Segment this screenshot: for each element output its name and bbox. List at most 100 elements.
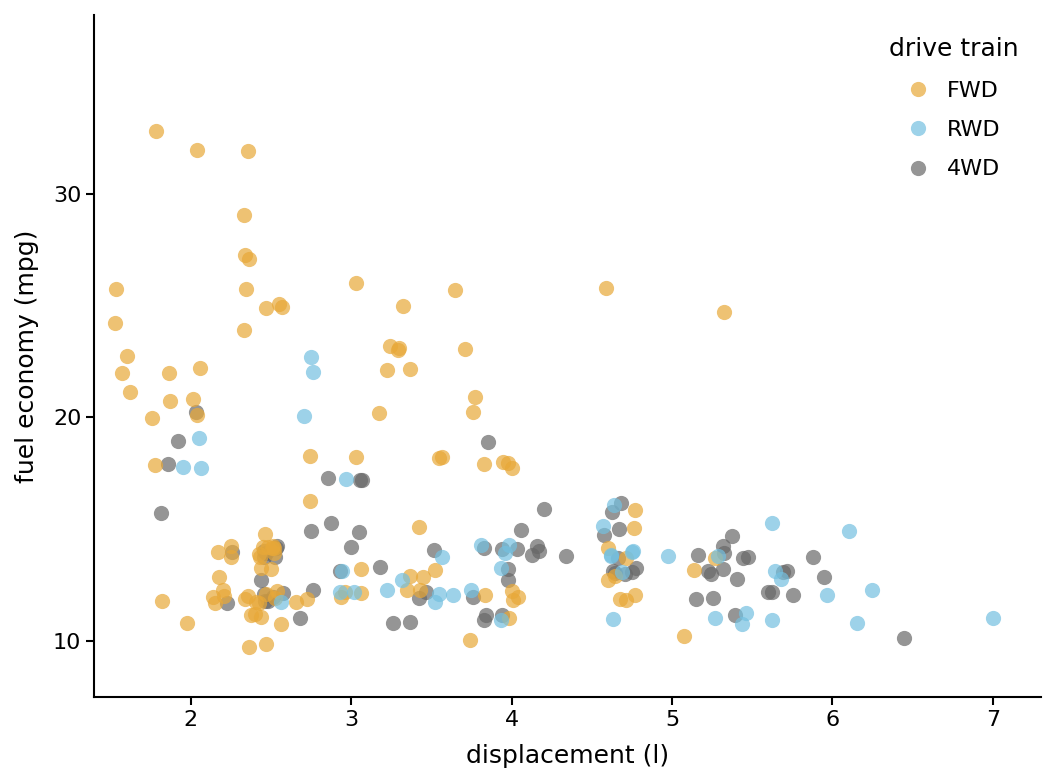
Point: [505, 594, 522, 606]
Point: [259, 540, 276, 553]
Point: [302, 525, 319, 537]
Point: [304, 584, 321, 597]
Point: [723, 529, 740, 542]
Point: [606, 569, 623, 582]
Point: [763, 586, 780, 599]
Point: [504, 461, 521, 474]
Point: [716, 305, 733, 318]
Point: [252, 561, 269, 574]
Point: [266, 550, 283, 563]
Point: [775, 566, 792, 579]
Point: [595, 520, 611, 532]
Point: [214, 584, 231, 597]
Point: [512, 524, 529, 536]
Point: [599, 542, 616, 554]
Point: [334, 565, 351, 577]
Point: [816, 571, 833, 583]
Point: [596, 529, 612, 541]
Point: [524, 549, 541, 561]
Point: [558, 550, 574, 562]
Point: [190, 431, 207, 444]
Point: [625, 545, 642, 557]
Y-axis label: fuel economy (mpg): fuel economy (mpg): [15, 229, 39, 482]
Point: [472, 539, 489, 551]
Point: [628, 561, 645, 574]
Point: [159, 457, 176, 470]
Point: [257, 595, 274, 608]
Point: [626, 503, 643, 516]
Point: [266, 542, 283, 554]
Point: [447, 283, 464, 296]
Point: [411, 521, 428, 533]
Point: [192, 362, 209, 374]
Point: [148, 125, 165, 138]
Point: [528, 540, 545, 553]
Point: [496, 547, 513, 559]
Point: [401, 363, 418, 375]
Point: [398, 584, 415, 597]
Point: [268, 584, 285, 597]
Point: [238, 283, 254, 296]
Point: [605, 613, 622, 626]
Point: [121, 386, 138, 399]
Point: [702, 568, 719, 580]
Point: [410, 592, 427, 604]
Point: [501, 539, 517, 552]
Point: [188, 410, 205, 422]
Point: [259, 595, 276, 608]
Point: [347, 450, 364, 463]
Point: [715, 539, 732, 552]
Point: [274, 301, 290, 314]
Point: [465, 406, 482, 418]
Point: [778, 565, 795, 578]
Point: [263, 562, 280, 575]
Point: [256, 551, 272, 564]
Point: [818, 589, 835, 601]
Point: [710, 550, 727, 562]
Point: [605, 499, 622, 511]
Point: [535, 503, 552, 515]
Point: [267, 591, 284, 604]
Point: [617, 567, 634, 579]
Point: [624, 546, 641, 558]
Point: [412, 584, 429, 597]
Point: [256, 544, 272, 557]
Point: [153, 507, 170, 520]
Point: [258, 547, 275, 559]
Point: [494, 609, 511, 622]
Point: [510, 591, 527, 604]
Point: [252, 550, 269, 563]
Point: [174, 460, 191, 473]
Point: [269, 539, 286, 552]
Point: [353, 586, 370, 599]
Point: [738, 606, 755, 619]
Point: [456, 343, 473, 355]
Point: [347, 277, 364, 290]
Point: [302, 495, 319, 507]
Point: [353, 562, 370, 575]
Point: [765, 614, 781, 626]
Point: [499, 456, 516, 469]
Point: [391, 342, 408, 355]
Point: [252, 574, 269, 586]
Point: [476, 589, 493, 601]
Point: [394, 573, 411, 586]
Point: [706, 612, 723, 624]
Point: [161, 366, 177, 379]
Point: [263, 542, 280, 554]
Point: [427, 596, 444, 608]
Point: [241, 253, 258, 265]
Point: [763, 517, 780, 529]
Point: [338, 472, 355, 485]
Point: [223, 540, 240, 553]
Point: [379, 364, 396, 377]
Point: [785, 588, 802, 601]
Point: [714, 563, 731, 576]
Point: [461, 634, 478, 647]
Point: [215, 590, 232, 603]
Point: [188, 406, 205, 418]
Point: [401, 570, 418, 583]
Point: [659, 550, 676, 562]
Point: [237, 593, 253, 605]
Point: [434, 451, 451, 464]
